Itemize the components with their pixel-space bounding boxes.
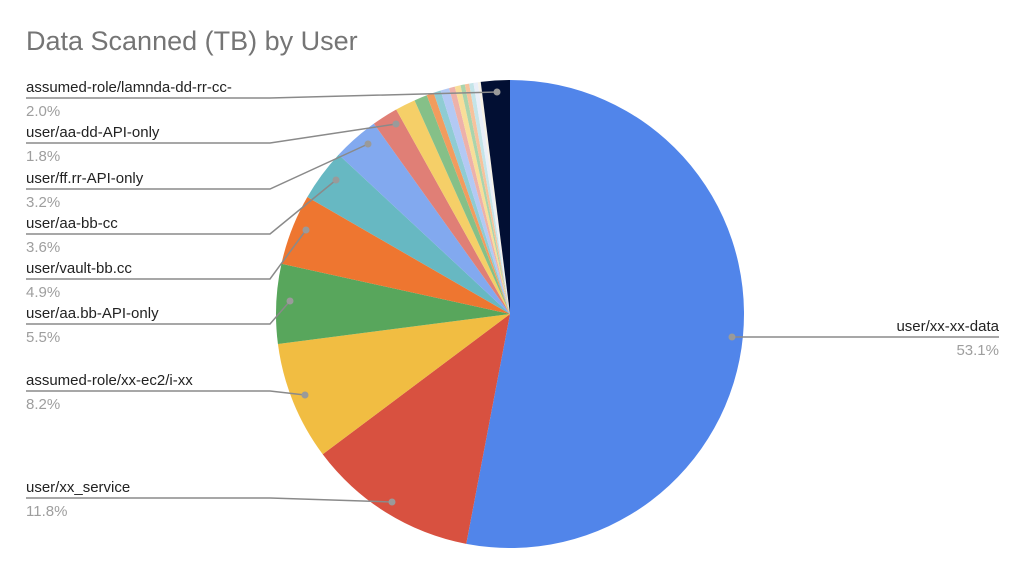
pie-slice[interactable] (466, 80, 745, 548)
pie-slice[interactable] (396, 100, 510, 315)
pie-slice[interactable] (322, 314, 510, 544)
leader-dot (728, 333, 736, 341)
slice-label: user/aa.bb-API-only (26, 305, 159, 322)
callout: user/xx_service 11.8% (26, 479, 396, 520)
pie-slice[interactable] (373, 109, 510, 315)
leader-line (26, 300, 291, 325)
slice-percent: 3.2% (26, 194, 60, 211)
slice-percent: 3.6% (26, 239, 60, 256)
leader-line (26, 229, 307, 280)
pie-slice[interactable] (460, 84, 510, 314)
pie-slice[interactable] (454, 85, 510, 314)
slice-percent: 5.5% (26, 329, 60, 346)
slice-percent: 11.8% (26, 503, 67, 520)
pie-slice[interactable] (464, 83, 510, 314)
callout-labels: assumed-role/lamnda-dd-rr-cc-2.0%user/aa… (26, 79, 1000, 520)
pie-slice[interactable] (277, 314, 510, 455)
leader-line (26, 179, 337, 235)
pie-slice[interactable] (338, 123, 510, 314)
callout: user/ff.rr-API-only 3.2% (26, 140, 372, 211)
callout: assumed-role/lamnda-dd-rr-cc- 2.0% (26, 79, 501, 120)
leader-dot (388, 498, 396, 506)
slice-label: user/aa-dd-API-only (26, 124, 160, 141)
slice-percent: 2.0% (26, 103, 60, 120)
leader-dot (302, 226, 310, 234)
slice-percent: 53.1% (956, 342, 999, 359)
pie-slice[interactable] (276, 263, 510, 344)
callout: user/aa-bb-cc 3.6% (26, 176, 340, 256)
leader-dot (364, 140, 372, 148)
slice-label: user/aa-bb-cc (26, 215, 118, 232)
leader-line (26, 143, 369, 190)
slice-percent: 8.2% (26, 396, 60, 413)
leader-line (26, 497, 393, 503)
chart-title: Data Scanned (TB) by User (26, 26, 358, 56)
leader-dot (301, 391, 309, 399)
pie-slices (276, 80, 745, 548)
pie-slice[interactable] (307, 154, 510, 314)
pie-slice[interactable] (440, 88, 510, 315)
pie-slice[interactable] (477, 81, 510, 314)
pie-slice[interactable] (433, 90, 510, 314)
leader-dot (286, 297, 294, 305)
pie-slice[interactable] (473, 82, 510, 314)
leader-line (26, 123, 397, 144)
pie-slice[interactable] (469, 82, 510, 314)
slice-label: assumed-role/lamnda-dd-rr-cc- (26, 79, 232, 96)
callout: user/vault-bb.cc 4.9% (26, 226, 310, 301)
slice-label: assumed-role/xx-ec2/i-xx (26, 372, 193, 389)
leader-dot (392, 120, 400, 128)
leader-dot (493, 88, 501, 96)
pie-slice[interactable] (480, 80, 510, 314)
pie-slice[interactable] (414, 95, 510, 314)
leader-dot (332, 176, 340, 184)
slice-label: user/ff.rr-API-only (26, 170, 144, 187)
slice-label: user/vault-bb.cc (26, 260, 132, 277)
pie-slice[interactable] (449, 86, 510, 315)
pie-slice[interactable] (426, 92, 510, 314)
callout: user/xx-xx-data 53.1% (728, 318, 1000, 359)
callout: user/aa.bb-API-only 5.5% (26, 297, 294, 346)
slice-percent: 4.9% (26, 284, 60, 301)
slice-label: user/xx-xx-data (896, 318, 999, 335)
pie-slice[interactable] (281, 197, 510, 314)
slice-label: user/xx_service (26, 479, 130, 496)
callout: assumed-role/xx-ec2/i-xx 8.2% (26, 372, 309, 413)
leader-line (26, 91, 498, 99)
callout: user/aa-dd-API-only 1.8% (26, 120, 400, 165)
leader-line (26, 390, 306, 396)
slice-percent: 1.8% (26, 148, 60, 165)
